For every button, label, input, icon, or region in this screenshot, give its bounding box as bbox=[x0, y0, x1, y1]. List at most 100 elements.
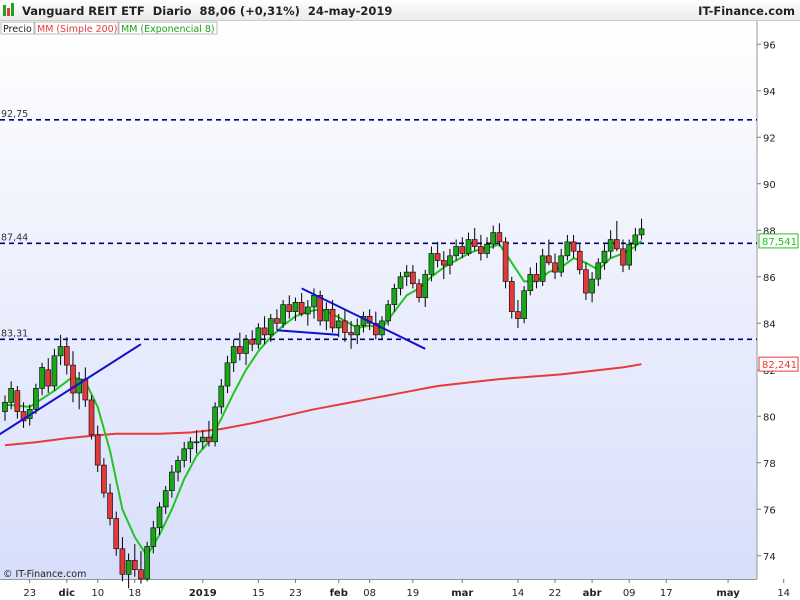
candle-body bbox=[237, 346, 243, 354]
logo-icon bbox=[3, 3, 14, 16]
legend-price: Precio bbox=[3, 24, 32, 35]
candle-body bbox=[8, 388, 14, 403]
y-tick-label: 92 bbox=[763, 133, 776, 144]
candle-body bbox=[144, 546, 150, 580]
x-tick-label: may bbox=[716, 588, 740, 599]
candle-body bbox=[583, 269, 589, 294]
x-tick-label: 22 bbox=[549, 588, 562, 599]
last-date: 24-may-2019 bbox=[308, 4, 392, 18]
legend-price-box bbox=[0, 21, 35, 35]
candle-body bbox=[391, 288, 398, 305]
candle-body bbox=[459, 246, 466, 254]
candle-body bbox=[422, 274, 429, 298]
candle-body bbox=[502, 241, 509, 282]
candle-body bbox=[496, 232, 503, 243]
value-tag-box bbox=[758, 233, 799, 249]
candle-body bbox=[539, 255, 546, 282]
candle-body bbox=[508, 281, 515, 312]
candle-body bbox=[372, 322, 379, 336]
candle-body bbox=[199, 436, 206, 443]
copyright-label: © IT-Finance.com bbox=[3, 569, 86, 580]
candle-body bbox=[131, 560, 138, 571]
candle-body bbox=[329, 308, 336, 329]
candle-body bbox=[193, 441, 200, 444]
x-tick-label: abr bbox=[583, 588, 602, 599]
x-axis: 23 dic 10 18 2019 15 23 feb 08 19 mar 14 22 abr 09 17 ma… bbox=[23, 579, 790, 599]
legend-ema-box bbox=[118, 21, 218, 35]
candle-body bbox=[558, 255, 565, 273]
x-tick-label: 2019 bbox=[189, 588, 217, 599]
last-price: 88,06 (+0,31%) bbox=[199, 4, 299, 18]
candle-body bbox=[335, 320, 342, 329]
candles bbox=[2, 218, 645, 589]
candle-body bbox=[317, 295, 323, 322]
x-tick-label: dic bbox=[59, 588, 76, 599]
chart-period: Diario bbox=[153, 4, 192, 18]
candle-body bbox=[552, 262, 558, 273]
candle-body bbox=[354, 325, 361, 336]
candle-body bbox=[601, 250, 608, 264]
value-tag-label: 87,541 bbox=[762, 237, 797, 248]
candle-body bbox=[286, 304, 293, 312]
value-tag-box bbox=[758, 356, 799, 372]
level-label: 87,44 bbox=[1, 232, 28, 243]
brand-label: IT-Finance.com bbox=[698, 4, 795, 18]
chart-title: Vanguard REIT ETF Diario 88,06 (+0,31%) 24-… bbox=[22, 4, 392, 18]
candle-body bbox=[490, 232, 497, 245]
candle-body bbox=[280, 304, 286, 324]
candle-body bbox=[397, 276, 404, 289]
candle-body bbox=[218, 385, 225, 408]
candle-body bbox=[243, 339, 249, 354]
x-tick-label: 14 bbox=[512, 588, 525, 599]
horizontal-levels: 92,75 87,44 83,31 bbox=[0, 109, 757, 341]
candle-body bbox=[45, 369, 52, 387]
y-axis-panel bbox=[757, 21, 800, 579]
trendline bbox=[276, 329, 339, 336]
candle-body bbox=[230, 346, 237, 364]
candle-body bbox=[14, 390, 21, 412]
candle-body bbox=[403, 271, 410, 278]
candle-body bbox=[484, 243, 490, 254]
x-tick-label: 08 bbox=[363, 588, 376, 599]
candle-body bbox=[632, 234, 639, 245]
y-tick-label: 90 bbox=[763, 180, 776, 191]
candle-body bbox=[64, 346, 70, 366]
y-tick-label: 78 bbox=[763, 459, 776, 470]
candle-body bbox=[311, 295, 317, 308]
candle-body bbox=[187, 441, 194, 450]
candle-body bbox=[434, 253, 441, 261]
candle-body bbox=[323, 308, 330, 322]
candle-body bbox=[224, 362, 231, 387]
x-tick-label: mar bbox=[451, 588, 473, 599]
candle-body bbox=[478, 246, 484, 254]
candle-body bbox=[138, 569, 144, 580]
y-tick-label: 96 bbox=[763, 40, 776, 51]
x-axis-panel bbox=[0, 579, 800, 600]
candle-body bbox=[181, 448, 188, 461]
candle-body bbox=[614, 239, 620, 250]
candle-body bbox=[101, 464, 107, 494]
candle-body bbox=[274, 318, 280, 324]
candle-body bbox=[212, 406, 218, 443]
candle-body bbox=[255, 327, 262, 345]
candle-body bbox=[570, 241, 577, 252]
candle-body bbox=[348, 332, 354, 336]
x-tick-label: 23 bbox=[23, 588, 36, 599]
level-label: 83,31 bbox=[1, 328, 28, 339]
x-tick-label: 18 bbox=[128, 588, 141, 599]
candle-body bbox=[305, 306, 311, 315]
legend-sma: MM (Simple 200) bbox=[37, 24, 117, 35]
candle-body bbox=[595, 262, 602, 280]
candle-body bbox=[82, 378, 89, 401]
candle-body bbox=[533, 274, 540, 282]
candle-body bbox=[465, 239, 472, 254]
y-tick-label: 88 bbox=[763, 226, 776, 237]
candle-body bbox=[527, 274, 534, 291]
chart-title-text: Vanguard REIT ETF bbox=[22, 4, 145, 18]
y-tick-label: 74 bbox=[763, 552, 776, 563]
candle-body bbox=[607, 239, 614, 252]
candle-body bbox=[150, 527, 157, 547]
y-tick-label: 76 bbox=[763, 505, 776, 516]
value-tag-label: 82,241 bbox=[762, 360, 797, 371]
